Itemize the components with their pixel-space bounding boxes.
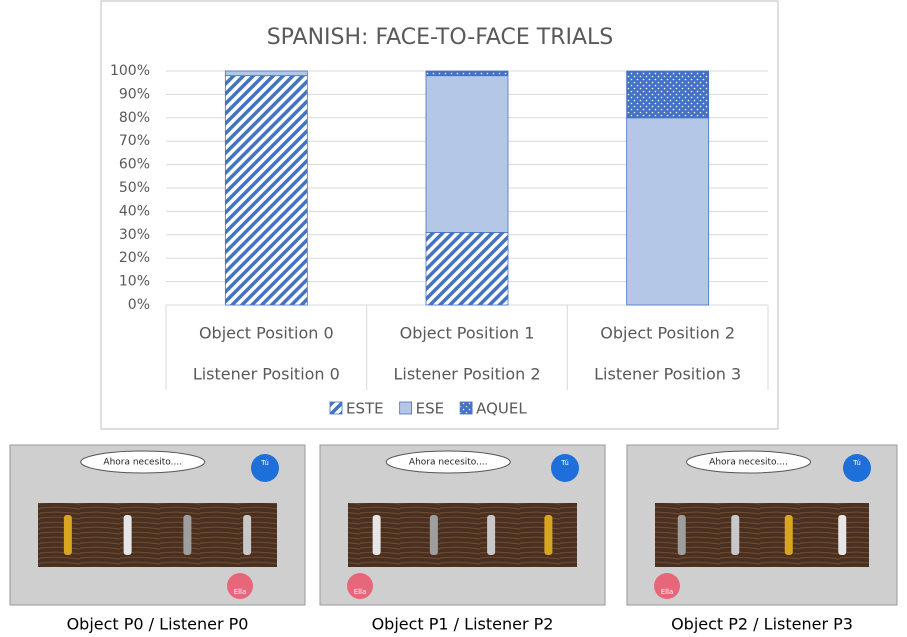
- bar-segment: [426, 232, 508, 305]
- x-tick-label: Object Position 0: [199, 324, 334, 343]
- speaker-label: Tú: [260, 459, 269, 467]
- bar-segment: [426, 76, 508, 233]
- y-tick-label: 70%: [119, 133, 150, 149]
- y-tick-label: 40%: [119, 203, 150, 219]
- object-icon: [544, 515, 552, 555]
- legend-swatch: [330, 402, 342, 414]
- object-icon: [430, 515, 438, 555]
- bar-segment: [627, 118, 709, 305]
- object-icon: [183, 515, 191, 555]
- y-tick-label: 60%: [119, 157, 150, 173]
- object-icon: [64, 515, 72, 555]
- legend-label: AQUEL: [476, 400, 527, 418]
- legend-label: ESE: [416, 400, 444, 418]
- object-icon: [731, 515, 739, 555]
- speech-text: Ahora necesito....: [709, 458, 788, 468]
- chart-title: SPANISH: FACE-TO-FACE TRIALS: [267, 25, 614, 50]
- listener-label: Ella: [234, 588, 247, 596]
- legend-swatch: [460, 402, 472, 414]
- y-tick-label: 0%: [128, 297, 150, 313]
- panel-caption: Object P1 / Listener P2: [372, 615, 554, 634]
- object-icon: [678, 515, 686, 555]
- object-icon: [373, 515, 381, 555]
- y-tick-label: 20%: [119, 250, 150, 266]
- x-tick-label: Listener Position 2: [393, 365, 540, 384]
- panel-caption: Object P0 / Listener P0: [67, 615, 249, 634]
- listener-label: Ella: [661, 588, 674, 596]
- table-board: [348, 503, 577, 567]
- object-icon: [785, 515, 793, 555]
- y-tick-label: 50%: [119, 180, 150, 196]
- figure: SPANISH: FACE-TO-FACE TRIALS 0% 10% 20% 30%…: [0, 0, 907, 637]
- object-icon: [487, 515, 495, 555]
- legend-label: ESTE: [346, 400, 384, 418]
- x-tick-label: Object Position 1: [400, 324, 535, 343]
- object-icon: [243, 515, 251, 555]
- speech-text: Ahora necesito....: [409, 458, 488, 468]
- y-tick-label: 80%: [119, 110, 150, 126]
- x-tick-label: Listener Position 3: [594, 365, 741, 384]
- x-tick-label: Listener Position 0: [193, 365, 340, 384]
- speaker-label: Tú: [560, 459, 569, 467]
- bar-segment: [225, 76, 307, 305]
- speech-text: Ahora necesito....: [103, 458, 182, 468]
- object-icon: [124, 515, 132, 555]
- panel-caption: Object P2 / Listener P3: [671, 615, 853, 634]
- y-tick-label: 90%: [119, 86, 150, 102]
- y-tick-label: 30%: [119, 227, 150, 243]
- object-icon: [838, 515, 846, 555]
- y-tick-label: 100%: [110, 63, 150, 79]
- listener-label: Ella: [354, 588, 367, 596]
- bar-segment: [225, 71, 307, 76]
- bar-segment: [627, 71, 709, 118]
- legend-swatch: [400, 402, 412, 414]
- y-tick-label: 10%: [119, 274, 150, 290]
- table-board: [38, 503, 277, 567]
- bar-segment: [426, 71, 508, 76]
- x-tick-label: Object Position 2: [600, 324, 735, 343]
- table-board: [655, 503, 869, 567]
- speaker-label: Tú: [852, 459, 861, 467]
